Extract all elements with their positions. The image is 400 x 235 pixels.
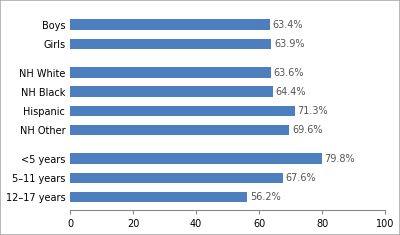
Text: 63.4%: 63.4% bbox=[272, 20, 303, 30]
Bar bbox=[70, 192, 247, 202]
Bar bbox=[70, 153, 322, 164]
Text: 56.2%: 56.2% bbox=[250, 192, 280, 202]
Text: 67.6%: 67.6% bbox=[286, 173, 316, 183]
Bar bbox=[70, 86, 273, 97]
Bar bbox=[70, 67, 270, 78]
Text: 63.9%: 63.9% bbox=[274, 39, 304, 49]
Text: 71.3%: 71.3% bbox=[297, 106, 328, 116]
Bar bbox=[70, 125, 290, 135]
Bar bbox=[70, 20, 270, 30]
Bar bbox=[70, 39, 272, 49]
Text: 79.8%: 79.8% bbox=[324, 154, 355, 164]
Text: 64.4%: 64.4% bbox=[276, 87, 306, 97]
Bar bbox=[70, 106, 295, 116]
Text: 69.6%: 69.6% bbox=[292, 125, 322, 135]
Text: 63.6%: 63.6% bbox=[273, 68, 304, 78]
Bar bbox=[70, 172, 283, 183]
